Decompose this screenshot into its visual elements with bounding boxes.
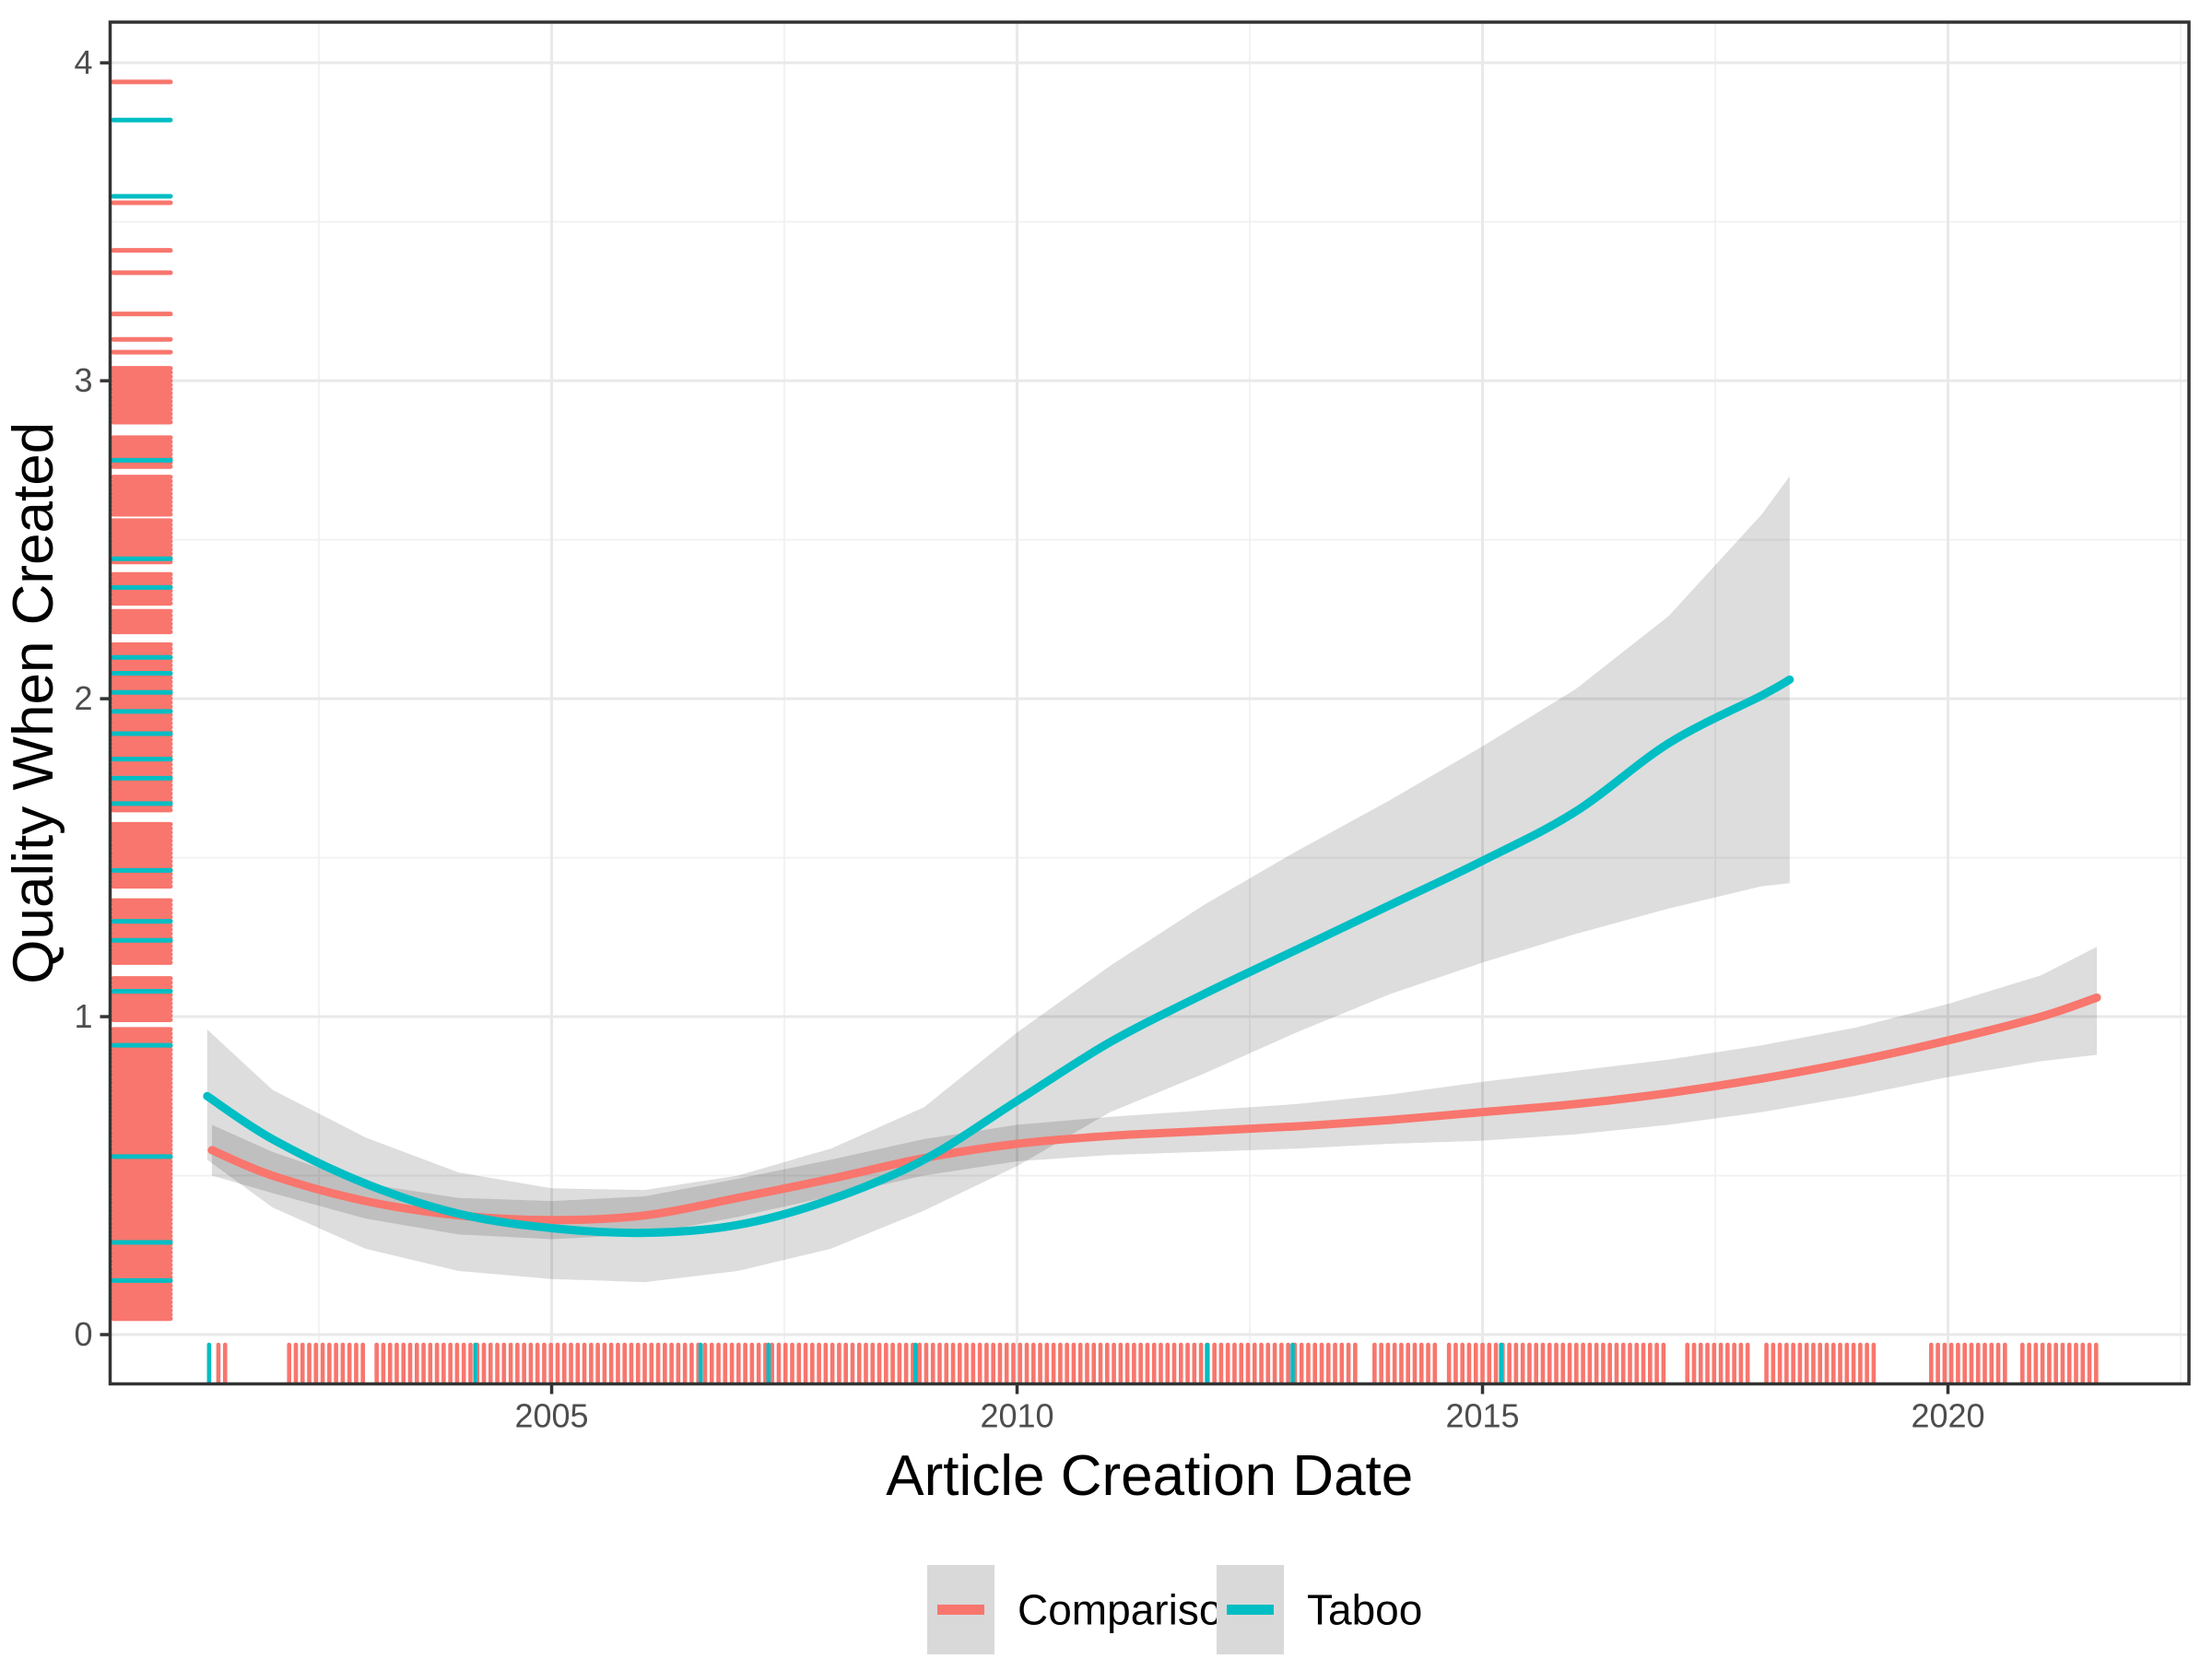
y-axis-title: Quality When Created <box>2 422 65 984</box>
x-tick-label: 2010 <box>980 1397 1053 1435</box>
x-tick-label: 2005 <box>514 1397 588 1435</box>
x-tick-label: 2020 <box>1911 1397 1984 1435</box>
taboo-trend-line <box>203 675 1794 1238</box>
panel-border <box>108 20 2191 1386</box>
comparison-trend-line <box>207 993 2101 1225</box>
legend-label: Taboo <box>1307 1586 1422 1634</box>
y-tick-label: 1 <box>74 997 92 1035</box>
y-tick-label: 0 <box>74 1315 92 1353</box>
y-tick-label: 3 <box>74 361 92 399</box>
panel-background <box>110 22 2189 1384</box>
y-tick-label: 2 <box>74 679 92 717</box>
y-tick-label: 4 <box>74 43 92 81</box>
x-tick-label: 2015 <box>1445 1397 1519 1435</box>
legend-label: Comparison <box>1018 1586 1246 1634</box>
x-axis-title: Article Creation Date <box>886 1444 1413 1508</box>
